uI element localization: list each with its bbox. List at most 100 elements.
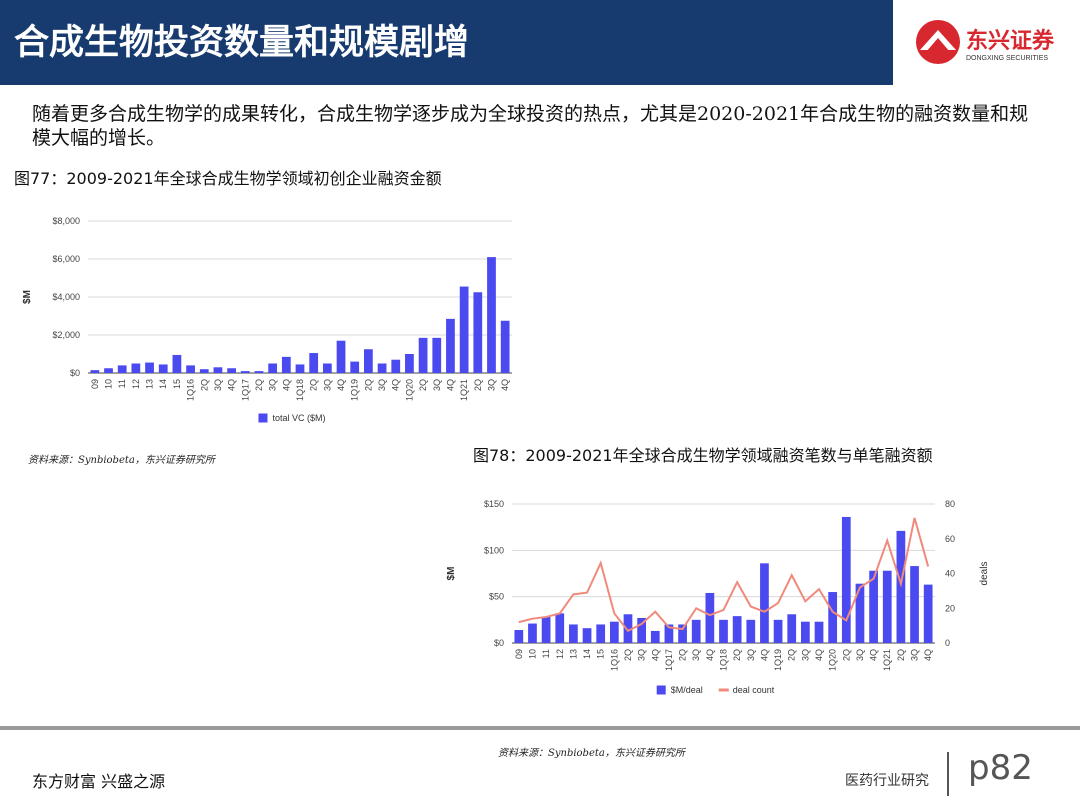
- bar: [309, 353, 319, 373]
- x-tick-label: 1Q16: [609, 649, 619, 671]
- figure-caption: 图78：2009-2021年全球合成生物学领域融资笔数与单笔融资额: [473, 446, 933, 465]
- bar: [117, 365, 127, 373]
- bar: [746, 619, 756, 643]
- x-tick-label: 2Q: [787, 649, 797, 661]
- bar: [405, 354, 414, 373]
- footer-section: 医药行业研究: [845, 773, 929, 789]
- x-tick-label: 14: [582, 649, 592, 659]
- x-tick-label: 1Q17: [664, 649, 674, 671]
- bar: [473, 292, 483, 373]
- x-tick-label: 1Q16: [186, 379, 196, 401]
- bar: [814, 621, 824, 643]
- x-tick-label: 3Q: [268, 379, 278, 391]
- x-tick-label: 3Q: [746, 649, 756, 661]
- x-tick-label: 1Q18: [719, 649, 729, 671]
- bar: [487, 257, 496, 373]
- bar: [145, 362, 154, 373]
- y2-tick-label: 20: [945, 603, 955, 613]
- y-tick-label: $6,000: [52, 254, 80, 264]
- y-tick-label: $4,000: [52, 292, 80, 302]
- bar: [459, 286, 469, 373]
- y2-tick-label: 0: [945, 638, 950, 648]
- bar: [131, 363, 141, 373]
- bar: [855, 583, 865, 643]
- bar: [637, 617, 646, 643]
- y-tick-label: $0: [70, 368, 80, 378]
- bar: [828, 592, 838, 643]
- y2-tick-label: 40: [945, 569, 955, 579]
- x-tick-label: 4Q: [814, 649, 824, 661]
- bar: [364, 349, 373, 373]
- bar: [787, 614, 797, 643]
- logo: 东兴证券 DONGXING SECURITIES: [916, 20, 1055, 64]
- bar: [186, 365, 195, 373]
- figure-caption: 图77：2009-2021年全球合成生物学领域初创企业融资金额: [14, 169, 442, 188]
- x-tick-label: 4Q: [445, 379, 455, 391]
- y-tick-label: $0: [494, 638, 504, 648]
- bar: [705, 592, 715, 643]
- x-tick-label: 2Q: [254, 379, 264, 391]
- bar: [295, 364, 305, 373]
- x-tick-label: 3Q: [213, 379, 223, 391]
- bar: [841, 516, 851, 643]
- footer-rule: [0, 726, 1080, 730]
- bar: [910, 566, 919, 643]
- x-tick-label: 2Q: [363, 379, 373, 391]
- bar: [569, 624, 578, 643]
- x-tick-label: 3Q: [800, 649, 810, 661]
- bar: [281, 356, 291, 373]
- bar: [418, 337, 428, 373]
- x-tick-label: 09: [90, 379, 100, 389]
- y-tick-label: $150: [484, 499, 504, 509]
- page-number: p82: [968, 748, 1033, 788]
- bar: [158, 364, 168, 373]
- x-tick-label: 15: [172, 379, 182, 389]
- x-tick-label: 2Q: [199, 379, 209, 391]
- bar: [623, 614, 633, 643]
- x-tick-label: 1Q19: [773, 649, 783, 671]
- x-tick-label: 09: [514, 649, 524, 659]
- bar: [555, 613, 565, 643]
- bar: [691, 619, 701, 643]
- x-tick-label: 3Q: [486, 379, 496, 391]
- bar: [227, 368, 236, 373]
- y-tick-label: $2,000: [52, 330, 80, 340]
- bar: [514, 630, 524, 643]
- line: [518, 517, 930, 633]
- bar: [391, 359, 401, 373]
- x-tick-label: 1Q21: [459, 379, 469, 401]
- bar: [664, 624, 674, 643]
- x-tick-label: 4Q: [923, 649, 933, 661]
- header-bar: [0, 0, 893, 85]
- x-tick-label: 2Q: [623, 649, 633, 661]
- legend-label: total VC ($M): [272, 413, 325, 423]
- x-tick-label: 2Q: [732, 649, 742, 661]
- x-tick-label: 10: [527, 649, 537, 659]
- y-tick-label: $8,000: [52, 216, 80, 226]
- bar: [732, 616, 742, 643]
- x-tick-label: 2Q: [896, 649, 906, 661]
- x-tick-label: 1Q19: [350, 379, 360, 401]
- bar: [322, 363, 332, 373]
- bar: [240, 371, 250, 373]
- x-tick-label: 2Q: [309, 379, 319, 391]
- x-tick-label: 3Q: [637, 649, 647, 661]
- x-tick-label: 2Q: [418, 379, 428, 391]
- bar: [90, 370, 100, 373]
- x-tick-label: 4Q: [759, 649, 769, 661]
- x-tick-label: 4Q: [336, 379, 346, 391]
- bar: [268, 363, 278, 373]
- x-tick-label: 10: [104, 379, 114, 389]
- legend-symbol: [656, 685, 666, 695]
- bar: [377, 363, 387, 373]
- x-tick-label: 3Q: [322, 379, 332, 391]
- bar: [500, 320, 510, 373]
- bar: [336, 340, 346, 373]
- x-tick-label: 4Q: [391, 379, 401, 391]
- x-tick-label: 3Q: [910, 649, 920, 661]
- bar: [432, 337, 442, 373]
- x-tick-label: 4Q: [650, 649, 660, 661]
- x-tick-label: 1Q20: [828, 649, 838, 671]
